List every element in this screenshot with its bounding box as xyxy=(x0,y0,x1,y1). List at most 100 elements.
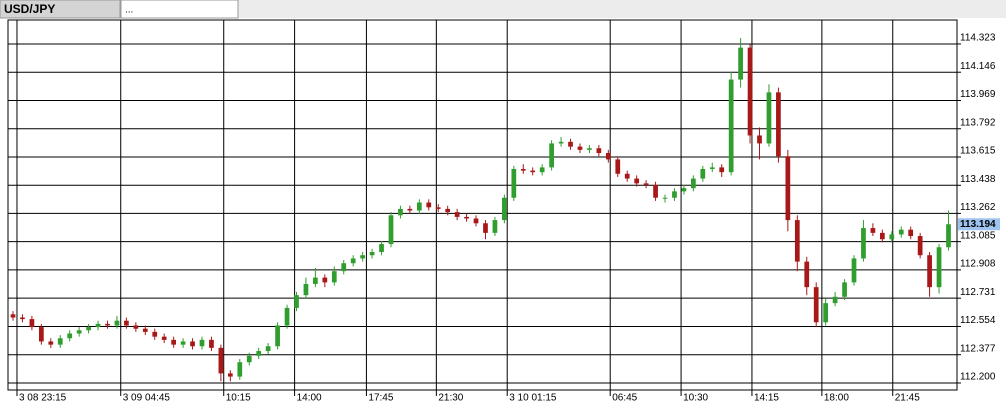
x-tick-label: 10:30 xyxy=(683,393,708,404)
current-price-marker xyxy=(958,218,1000,231)
y-tick-label: 113.792 xyxy=(960,117,996,128)
candle-body xyxy=(67,333,73,339)
candle-body xyxy=(596,148,602,154)
candle-body xyxy=(530,170,536,173)
candle-body xyxy=(407,208,413,211)
y-tick-label: 112.731 xyxy=(960,287,996,298)
candle-body xyxy=(227,373,233,377)
x-tick-label: 21:30 xyxy=(438,393,463,404)
candle-body xyxy=(360,255,365,259)
candle-body xyxy=(124,320,129,326)
candle-body xyxy=(105,323,110,326)
candle-body xyxy=(719,167,725,173)
candle-body xyxy=(757,135,762,144)
candle-body xyxy=(776,92,781,157)
candle-body xyxy=(199,339,205,347)
x-tick-label: 3 10 01:15 xyxy=(509,393,557,404)
candle-body xyxy=(624,173,630,179)
candle-body xyxy=(634,178,640,184)
candle-body xyxy=(483,223,488,233)
candle-body xyxy=(936,247,942,288)
candle-body xyxy=(284,307,290,326)
candle-body xyxy=(691,178,696,189)
candle-body xyxy=(473,218,479,224)
candle-body xyxy=(842,282,847,297)
y-tick-label: 113.615 xyxy=(960,146,996,157)
candle-body xyxy=(275,325,280,347)
candle-body xyxy=(879,232,885,240)
candle-body xyxy=(587,148,592,150)
candle-body xyxy=(662,197,668,199)
candle-body xyxy=(218,347,224,374)
x-tick-label: 06:45 xyxy=(612,393,637,404)
candle-body xyxy=(454,212,460,217)
candle-body xyxy=(681,188,687,192)
candle-body xyxy=(927,255,932,288)
y-tick-label: 113.262 xyxy=(960,202,996,213)
candle-body xyxy=(785,156,791,221)
tab-title[interactable]: USD/JPY xyxy=(4,2,55,16)
candle-body xyxy=(152,331,158,337)
candle-body xyxy=(435,207,441,209)
plot-frame xyxy=(7,19,958,391)
candle-body xyxy=(794,220,800,262)
candle-body xyxy=(946,224,951,248)
candle-body xyxy=(57,338,63,345)
candle-body xyxy=(643,183,649,185)
x-tick-label: 3 08 23:15 xyxy=(19,393,67,404)
candle-body xyxy=(804,261,810,288)
candle-body xyxy=(709,167,715,169)
candle-body xyxy=(861,228,866,259)
candle-body xyxy=(539,167,545,173)
candle-body xyxy=(766,92,772,144)
candle-body xyxy=(209,339,214,348)
x-tick-label: 3 09 04:45 xyxy=(123,393,171,404)
candle-body xyxy=(823,303,829,323)
candle-body xyxy=(86,327,91,331)
candle-body xyxy=(700,168,706,179)
candle-body xyxy=(10,314,16,318)
candle-body xyxy=(322,277,328,283)
candle-body xyxy=(870,228,876,233)
candle-body xyxy=(813,287,819,323)
candle-body xyxy=(180,341,186,345)
candle-body xyxy=(190,341,195,347)
x-tick-label: 14:00 xyxy=(297,393,322,404)
candle-body xyxy=(20,317,25,320)
candle-body xyxy=(502,197,507,221)
y-tick-label: 113.438 xyxy=(960,174,996,185)
y-tick-label: 112.554 xyxy=(960,315,996,326)
candle-body xyxy=(161,336,167,340)
candle-body xyxy=(256,351,262,356)
candle-body xyxy=(29,319,35,328)
tab-bar xyxy=(0,0,1006,18)
candle-body xyxy=(851,258,857,283)
candle-body xyxy=(388,215,394,245)
candle-body xyxy=(38,327,44,342)
candle-body xyxy=(738,47,743,80)
candle-body xyxy=(672,191,677,198)
candle-body xyxy=(511,168,517,198)
candle-body xyxy=(728,79,734,173)
y-tick-label: 113.085 xyxy=(960,230,996,241)
candle-body xyxy=(350,258,356,264)
candle-body xyxy=(426,202,432,208)
candle-body xyxy=(445,208,451,213)
candle-body xyxy=(142,328,148,332)
tab-active[interactable] xyxy=(0,0,121,19)
tab-second-label[interactable]: ... xyxy=(125,5,133,16)
candle-body xyxy=(313,277,318,284)
x-tick-label: 14:15 xyxy=(754,393,779,404)
candle-body xyxy=(95,323,101,328)
tab-second[interactable] xyxy=(120,0,239,19)
candle-body xyxy=(605,153,611,160)
candle-body xyxy=(171,339,177,345)
candle-body xyxy=(398,208,403,216)
x-tick-label: 17:45 xyxy=(368,393,393,404)
candle-body xyxy=(747,47,753,136)
candle-body xyxy=(369,252,375,256)
candle-body xyxy=(114,320,120,326)
candle-body xyxy=(908,229,914,237)
candle-body xyxy=(48,341,54,345)
